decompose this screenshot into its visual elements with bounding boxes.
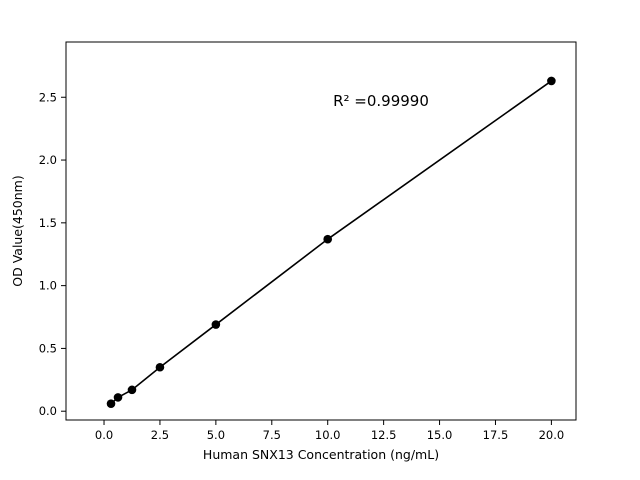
data-point bbox=[127, 385, 137, 395]
data-point bbox=[106, 399, 116, 408]
r-squared-annotation: R² =0.99990 bbox=[333, 92, 429, 110]
data-point bbox=[113, 393, 123, 402]
y-tick-label: 2.5 bbox=[39, 90, 57, 104]
data-point bbox=[211, 320, 221, 329]
x-tick-label: 0.0 bbox=[95, 428, 113, 442]
x-tick-label: 20.0 bbox=[539, 428, 565, 442]
plot-border bbox=[65, 41, 577, 421]
y-tick-label: 0.0 bbox=[39, 404, 57, 418]
data-point bbox=[547, 76, 556, 86]
y-tick-label: 2.0 bbox=[39, 153, 57, 167]
y-axis-label: OD Value(450nm) bbox=[10, 175, 25, 286]
x-tick-label: 12.5 bbox=[371, 428, 397, 442]
x-tick-label: 7.5 bbox=[263, 428, 281, 442]
x-tick-label: 17.5 bbox=[483, 428, 509, 442]
data-point bbox=[323, 234, 333, 244]
y-tick-label: 1.5 bbox=[39, 216, 57, 230]
x-tick-label: 2.5 bbox=[151, 428, 169, 442]
x-axis-label: Human SNX13 Concentration (ng/mL) bbox=[203, 447, 439, 462]
data-point bbox=[155, 362, 165, 372]
y-tick-label: 0.5 bbox=[39, 341, 57, 355]
regression-line bbox=[110, 80, 552, 405]
x-tick-label: 5.0 bbox=[207, 428, 225, 442]
y-tick-label: 1.0 bbox=[39, 279, 57, 293]
x-tick-label: 15.0 bbox=[427, 428, 453, 442]
x-tick-label: 10.0 bbox=[315, 428, 341, 442]
